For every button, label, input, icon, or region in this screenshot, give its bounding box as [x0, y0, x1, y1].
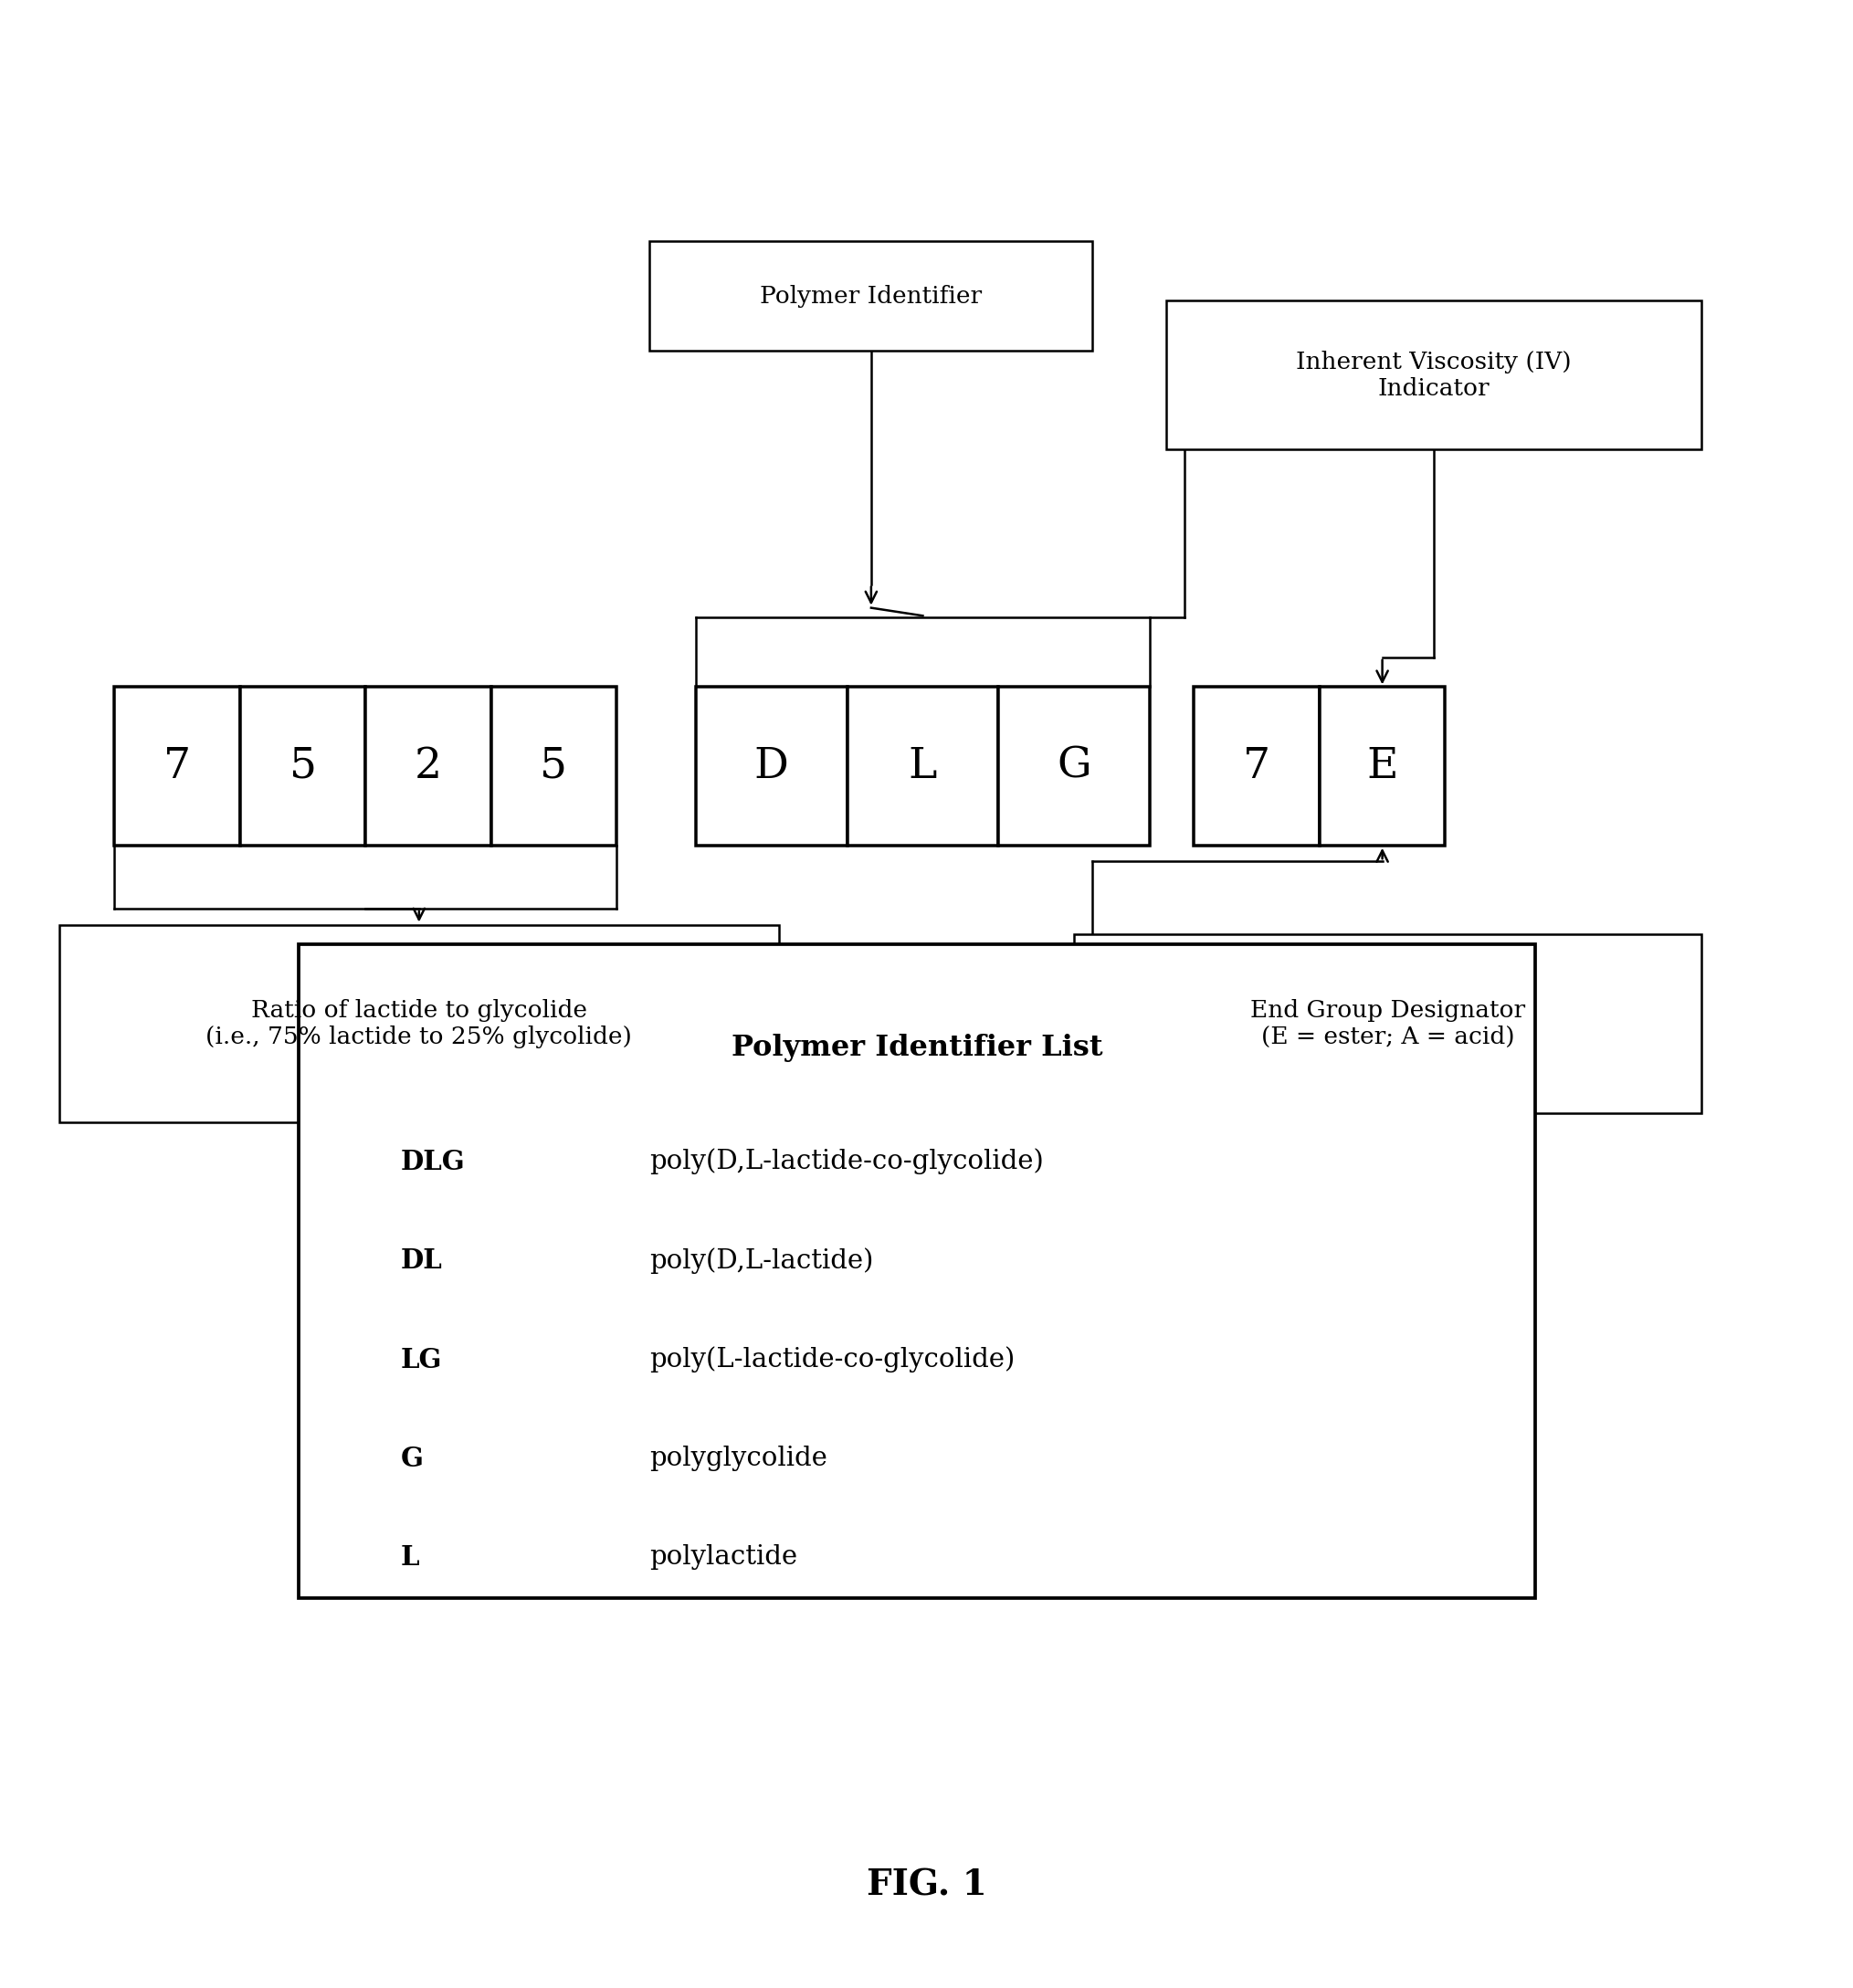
Text: DL: DL — [400, 1248, 443, 1274]
Text: 7: 7 — [163, 746, 191, 787]
Text: poly(D,L-lactide-co-glycolide): poly(D,L-lactide-co-glycolide) — [650, 1149, 1043, 1175]
FancyBboxPatch shape — [115, 688, 241, 845]
Text: poly(D,L-lactide): poly(D,L-lactide) — [650, 1248, 875, 1274]
FancyBboxPatch shape — [650, 241, 1093, 350]
FancyBboxPatch shape — [999, 688, 1151, 845]
FancyBboxPatch shape — [847, 688, 999, 845]
FancyBboxPatch shape — [241, 688, 365, 845]
Text: 7: 7 — [1243, 746, 1271, 787]
Text: E: E — [1366, 746, 1397, 787]
FancyBboxPatch shape — [298, 944, 1536, 1598]
FancyBboxPatch shape — [491, 688, 617, 845]
Text: polylactide: polylactide — [650, 1545, 799, 1571]
FancyBboxPatch shape — [1075, 934, 1701, 1113]
Text: G: G — [1056, 746, 1091, 787]
Text: LG: LG — [400, 1346, 443, 1374]
FancyBboxPatch shape — [697, 688, 847, 845]
Text: Polymer Identifier: Polymer Identifier — [760, 284, 982, 308]
FancyBboxPatch shape — [365, 688, 491, 845]
Text: L: L — [908, 746, 938, 787]
Text: Inherent Viscosity (IV)
Indicator: Inherent Viscosity (IV) Indicator — [1297, 350, 1571, 400]
Text: polyglycolide: polyglycolide — [650, 1445, 828, 1471]
Text: L: L — [400, 1545, 419, 1571]
Text: Polymer Identifier List: Polymer Identifier List — [732, 1034, 1103, 1062]
Text: 5: 5 — [539, 746, 567, 787]
Text: poly(L-lactide-co-glycolide): poly(L-lactide-co-glycolide) — [650, 1346, 1015, 1374]
Text: D: D — [754, 746, 789, 787]
Text: FIG. 1: FIG. 1 — [867, 1869, 986, 1903]
FancyBboxPatch shape — [1193, 688, 1319, 845]
Text: G: G — [400, 1445, 422, 1471]
Text: 5: 5 — [289, 746, 317, 787]
FancyBboxPatch shape — [1319, 688, 1445, 845]
Text: Ratio of lactide to glycolide
(i.e., 75% lactide to 25% glycolide): Ratio of lactide to glycolide (i.e., 75%… — [206, 1000, 632, 1048]
Text: End Group Designator
(E = ester; A = acid): End Group Designator (E = ester; A = aci… — [1251, 1000, 1525, 1048]
Text: 2: 2 — [415, 746, 443, 787]
FancyBboxPatch shape — [1166, 300, 1701, 449]
Text: DLG: DLG — [400, 1149, 465, 1175]
FancyBboxPatch shape — [59, 924, 778, 1123]
